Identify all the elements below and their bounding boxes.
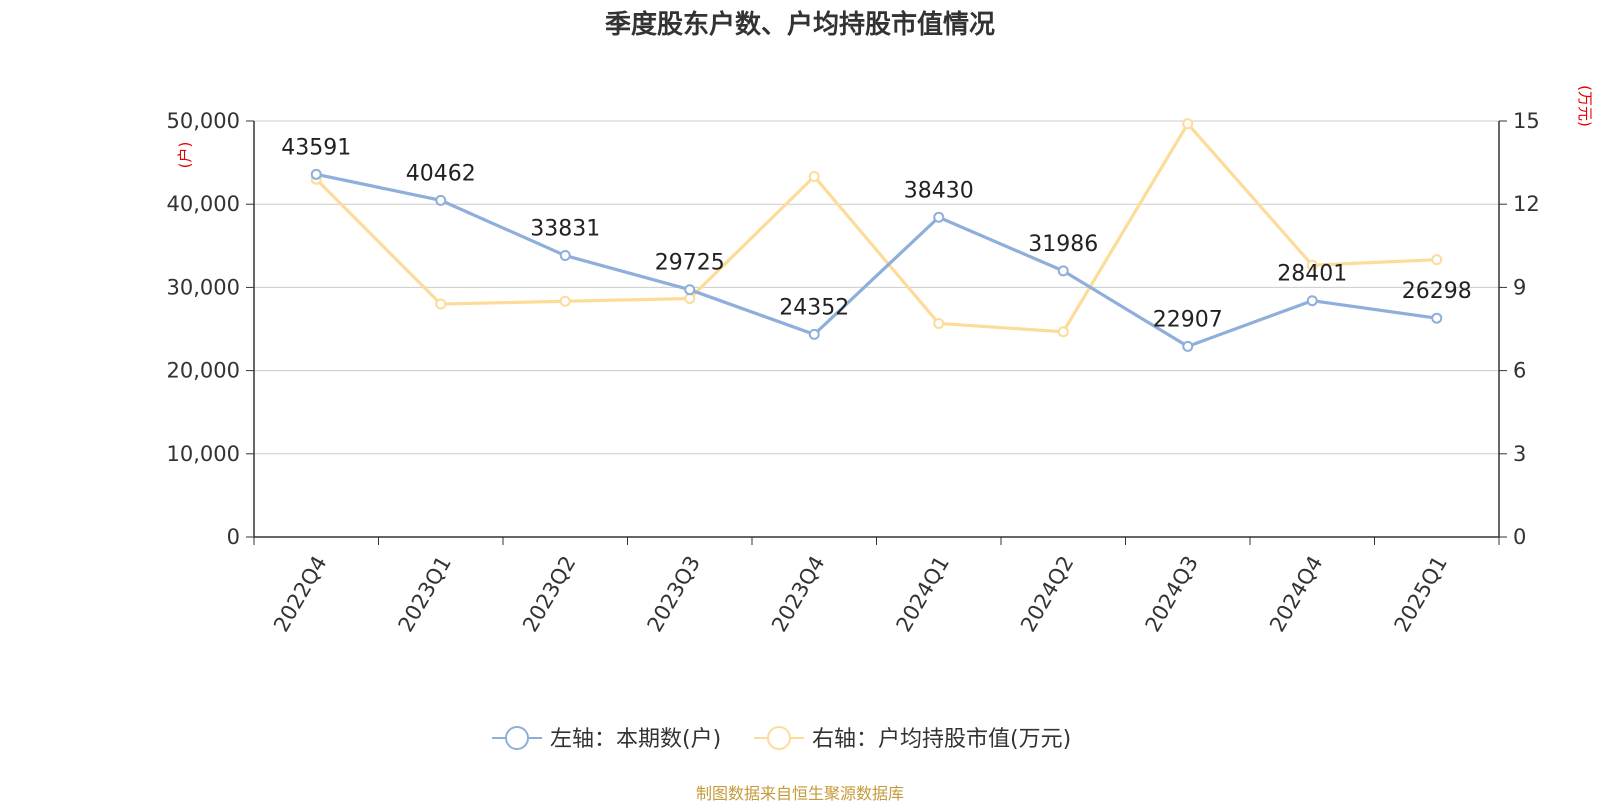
data-point-holders (310, 168, 322, 180)
data-point-avg-value (1057, 326, 1069, 338)
x-tick-label: 2023Q4 (767, 552, 829, 636)
x-tick-label: 2024Q4 (1265, 552, 1327, 636)
data-point-holders (684, 284, 696, 296)
data-point-holders (933, 211, 945, 223)
y-left-tick-label: 10,000 (167, 442, 240, 466)
legend-marker-circle (505, 726, 529, 750)
series-line-avg-value (315, 122, 1437, 334)
x-tick-label: 2024Q2 (1016, 552, 1078, 636)
data-label: 26298 (1402, 279, 1472, 304)
y-right-tick-label: 15 (1513, 109, 1540, 133)
data-point-holders (808, 328, 820, 340)
data-point-holders (1306, 295, 1318, 307)
legend-marker-circle (767, 726, 791, 750)
y-right-tick-label: 9 (1513, 275, 1526, 299)
data-label: 29725 (655, 251, 725, 276)
y-right-tick-label: 6 (1513, 359, 1526, 383)
y-right-unit: (万元) (1576, 85, 1594, 127)
chart-title: 季度股东户数、户均持股市值情况 (604, 10, 995, 40)
x-tick-label: 2022Q4 (269, 552, 331, 636)
data-label: 28401 (1277, 262, 1347, 287)
data-point-holders (435, 194, 447, 206)
x-tick-label: 2024Q3 (1141, 552, 1203, 636)
legend-label: 左轴：本期数(户) (550, 727, 721, 752)
y-right-tick-label: 12 (1513, 192, 1540, 216)
legend-label: 右轴：户均持股市值(万元) (812, 727, 1071, 752)
data-point-avg-value (1306, 259, 1318, 271)
series-line-holders (315, 172, 1437, 349)
x-tick-label: 2023Q2 (518, 552, 580, 636)
data-point-avg-value (1182, 118, 1194, 130)
y-left-tick-label: 20,000 (167, 359, 240, 383)
y-right-tick-label: 0 (1513, 525, 1526, 549)
data-point-avg-value (435, 298, 447, 310)
data-label: 31986 (1028, 232, 1098, 257)
data-label: 24352 (779, 295, 849, 320)
data-point-holders (559, 250, 571, 262)
y-right-tick-label: 3 (1513, 442, 1526, 466)
data-point-avg-value (559, 295, 571, 307)
data-point-avg-value (684, 292, 696, 304)
y-left-tick-label: 30,000 (167, 275, 240, 299)
data-label: 43591 (281, 135, 351, 160)
data-label: 38430 (904, 178, 974, 203)
data-label: 22907 (1153, 307, 1223, 332)
y-left-tick-label: 40,000 (167, 192, 240, 216)
data-point-holders (1057, 265, 1069, 277)
source-note: 制图数据来自恒生聚源数据库 (695, 784, 904, 803)
y-left-unit: (户) (176, 142, 194, 169)
data-point-holders (1431, 312, 1443, 324)
y-left-tick-label: 50,000 (167, 109, 240, 133)
data-label: 40462 (406, 161, 476, 186)
x-tick-label: 2025Q1 (1390, 552, 1452, 636)
y-left-tick-label: 0 (227, 525, 240, 549)
data-label: 33831 (530, 217, 600, 242)
data-point-avg-value (1431, 254, 1443, 266)
x-tick-label: 2024Q1 (892, 552, 954, 636)
x-tick-label: 2023Q1 (394, 552, 456, 636)
data-point-holders (1182, 340, 1194, 352)
data-point-avg-value (808, 170, 820, 182)
data-point-avg-value (933, 317, 945, 329)
x-tick-label: 2023Q3 (643, 552, 705, 636)
